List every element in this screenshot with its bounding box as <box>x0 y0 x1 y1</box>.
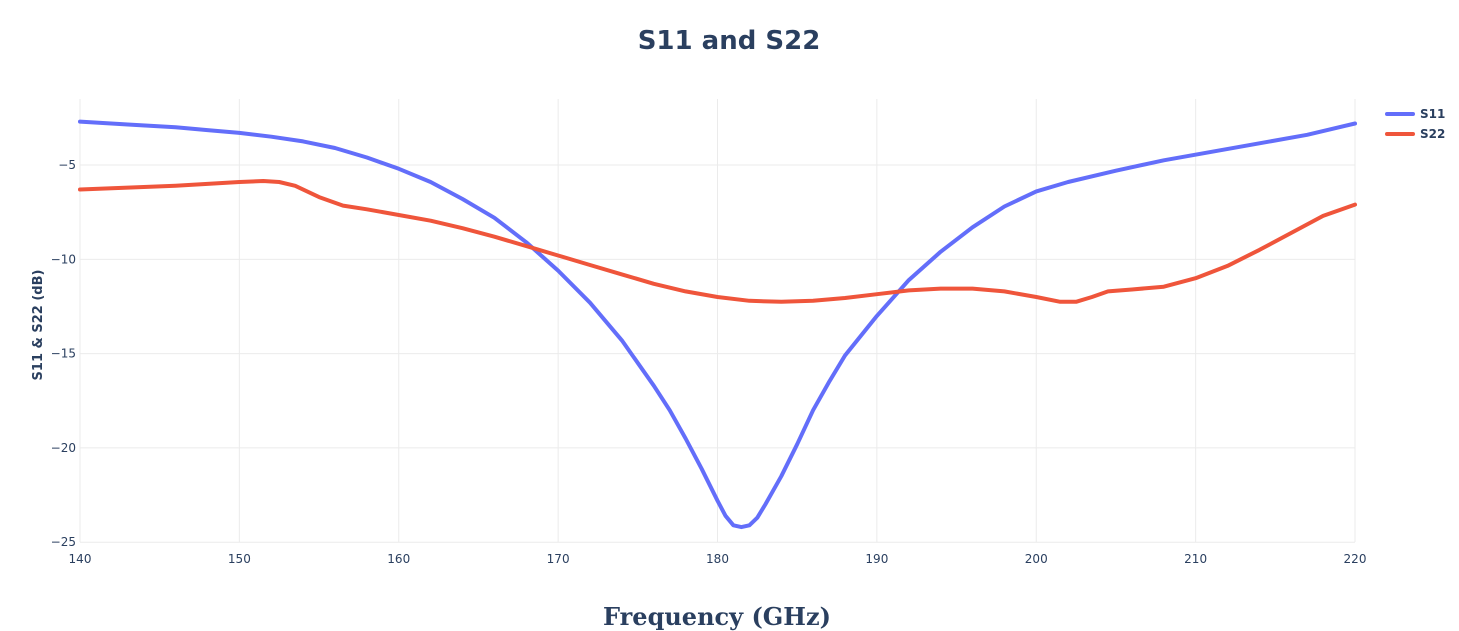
x-tick-label: 200 <box>1025 552 1048 566</box>
x-tick-label: 150 <box>228 552 251 566</box>
y-tick-label: −10 <box>51 252 76 266</box>
x-tick-label: 210 <box>1184 552 1207 566</box>
y-tick-label: −5 <box>58 158 76 172</box>
series-line-s22[interactable] <box>78 179 1357 304</box>
axis-ticks: 140 150 160 170 180 190 200 210 220 −25 −20 −15 −10 −… <box>51 158 1367 566</box>
legend-label: S11 <box>1420 107 1445 121</box>
y-axis-title: S11 & S22 (dB) <box>31 270 46 381</box>
x-tick-label: 180 <box>706 552 729 566</box>
chart-title: S11 and S22 <box>638 26 821 56</box>
series-line-s11[interactable] <box>78 119 1357 530</box>
x-axis-title: Frequency (GHz) <box>603 602 831 631</box>
grid <box>79 99 1356 543</box>
y-tick-label: −25 <box>51 535 76 549</box>
legend-item-s11[interactable]: S11 <box>1385 107 1445 121</box>
y-tick-label: −15 <box>51 347 76 361</box>
plot-area[interactable] <box>78 119 1357 530</box>
legend-label: S22 <box>1420 127 1445 141</box>
x-tick-label: 190 <box>865 552 888 566</box>
y-tick-label: −20 <box>51 441 76 455</box>
legend-item-s22[interactable]: S22 <box>1385 127 1445 141</box>
x-tick-label: 160 <box>387 552 410 566</box>
x-tick-label: 220 <box>1344 552 1367 566</box>
x-tick-label: 170 <box>547 552 570 566</box>
x-tick-label: 140 <box>69 552 92 566</box>
